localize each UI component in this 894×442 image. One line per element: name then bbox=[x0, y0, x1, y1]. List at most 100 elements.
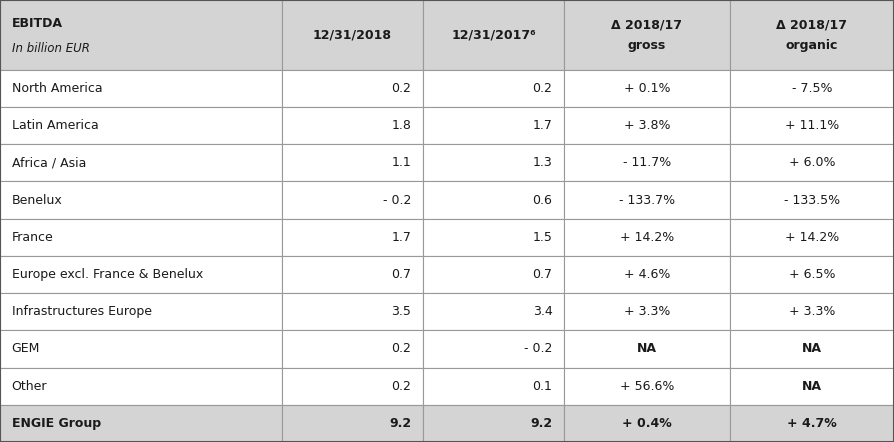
Text: 1.1: 1.1 bbox=[392, 156, 411, 169]
Bar bbox=[730, 0, 894, 70]
Text: 1.7: 1.7 bbox=[392, 231, 411, 244]
Bar bbox=[282, 405, 423, 442]
Bar bbox=[730, 405, 894, 442]
Bar bbox=[564, 256, 730, 293]
Bar bbox=[282, 107, 423, 144]
Bar bbox=[282, 293, 423, 330]
Text: NA: NA bbox=[802, 343, 822, 355]
Bar bbox=[282, 256, 423, 293]
Text: 0.7: 0.7 bbox=[392, 268, 411, 281]
Bar bbox=[282, 182, 423, 219]
Text: 0.7: 0.7 bbox=[533, 268, 552, 281]
Text: + 0.4%: + 0.4% bbox=[622, 417, 671, 430]
Text: + 4.6%: + 4.6% bbox=[624, 268, 670, 281]
Bar bbox=[730, 219, 894, 256]
Bar bbox=[0, 0, 282, 70]
Text: - 0.2: - 0.2 bbox=[383, 194, 411, 206]
Bar bbox=[423, 256, 564, 293]
Text: 12/31/2018: 12/31/2018 bbox=[313, 28, 392, 42]
Text: - 133.7%: - 133.7% bbox=[619, 194, 675, 206]
Bar bbox=[0, 107, 282, 144]
Text: + 3.3%: + 3.3% bbox=[624, 305, 670, 318]
Text: + 4.7%: + 4.7% bbox=[787, 417, 837, 430]
Text: Δ 2018/17: Δ 2018/17 bbox=[776, 19, 848, 32]
Bar bbox=[423, 0, 564, 70]
Bar bbox=[0, 144, 282, 182]
Bar bbox=[0, 256, 282, 293]
Bar bbox=[0, 330, 282, 368]
Text: 0.2: 0.2 bbox=[533, 82, 552, 95]
Bar bbox=[564, 70, 730, 107]
Bar bbox=[564, 293, 730, 330]
Bar bbox=[0, 368, 282, 405]
Text: 1.3: 1.3 bbox=[533, 156, 552, 169]
Text: Africa / Asia: Africa / Asia bbox=[12, 156, 86, 169]
Text: 0.2: 0.2 bbox=[392, 82, 411, 95]
Bar bbox=[282, 219, 423, 256]
Bar bbox=[564, 182, 730, 219]
Bar bbox=[423, 182, 564, 219]
Bar bbox=[730, 144, 894, 182]
Bar bbox=[730, 70, 894, 107]
Bar bbox=[564, 219, 730, 256]
Text: + 0.1%: + 0.1% bbox=[623, 82, 670, 95]
Text: North America: North America bbox=[12, 82, 102, 95]
Text: + 3.8%: + 3.8% bbox=[623, 119, 670, 132]
Text: Latin America: Latin America bbox=[12, 119, 98, 132]
Bar bbox=[423, 107, 564, 144]
Bar bbox=[423, 144, 564, 182]
Bar bbox=[564, 144, 730, 182]
Bar bbox=[730, 256, 894, 293]
Text: Europe excl. France & Benelux: Europe excl. France & Benelux bbox=[12, 268, 203, 281]
Text: - 11.7%: - 11.7% bbox=[623, 156, 670, 169]
Bar bbox=[730, 293, 894, 330]
Bar bbox=[0, 182, 282, 219]
Text: - 133.5%: - 133.5% bbox=[784, 194, 839, 206]
Bar bbox=[282, 330, 423, 368]
Text: 0.6: 0.6 bbox=[533, 194, 552, 206]
Text: Benelux: Benelux bbox=[12, 194, 63, 206]
Text: ENGIE Group: ENGIE Group bbox=[12, 417, 101, 430]
Text: + 6.0%: + 6.0% bbox=[789, 156, 835, 169]
Bar bbox=[564, 0, 730, 70]
Bar bbox=[423, 293, 564, 330]
Bar bbox=[0, 293, 282, 330]
Text: In billion EUR: In billion EUR bbox=[12, 42, 89, 55]
Bar bbox=[423, 330, 564, 368]
Bar bbox=[730, 107, 894, 144]
Bar bbox=[564, 405, 730, 442]
Text: + 14.2%: + 14.2% bbox=[785, 231, 839, 244]
Text: 12/31/2017⁶: 12/31/2017⁶ bbox=[451, 28, 536, 42]
Bar bbox=[564, 107, 730, 144]
Bar bbox=[730, 368, 894, 405]
Text: 9.2: 9.2 bbox=[530, 417, 552, 430]
Bar bbox=[282, 368, 423, 405]
Bar bbox=[564, 368, 730, 405]
Text: gross: gross bbox=[628, 39, 666, 53]
Bar bbox=[423, 70, 564, 107]
Text: + 3.3%: + 3.3% bbox=[789, 305, 835, 318]
Text: 1.5: 1.5 bbox=[533, 231, 552, 244]
Text: Other: Other bbox=[12, 380, 47, 392]
Text: GEM: GEM bbox=[12, 343, 40, 355]
Bar bbox=[730, 182, 894, 219]
Bar bbox=[423, 368, 564, 405]
Text: NA: NA bbox=[637, 343, 657, 355]
Bar bbox=[0, 70, 282, 107]
Text: + 14.2%: + 14.2% bbox=[620, 231, 674, 244]
Bar bbox=[282, 144, 423, 182]
Text: 1.7: 1.7 bbox=[533, 119, 552, 132]
Text: France: France bbox=[12, 231, 54, 244]
Bar bbox=[564, 330, 730, 368]
Text: + 56.6%: + 56.6% bbox=[620, 380, 674, 392]
Bar bbox=[282, 70, 423, 107]
Text: 1.8: 1.8 bbox=[392, 119, 411, 132]
Text: + 11.1%: + 11.1% bbox=[785, 119, 839, 132]
Text: 3.5: 3.5 bbox=[392, 305, 411, 318]
Text: - 0.2: - 0.2 bbox=[524, 343, 552, 355]
Bar bbox=[423, 405, 564, 442]
Text: Infrastructures Europe: Infrastructures Europe bbox=[12, 305, 152, 318]
Text: + 6.5%: + 6.5% bbox=[789, 268, 835, 281]
Text: NA: NA bbox=[802, 380, 822, 392]
Text: 0.2: 0.2 bbox=[392, 380, 411, 392]
